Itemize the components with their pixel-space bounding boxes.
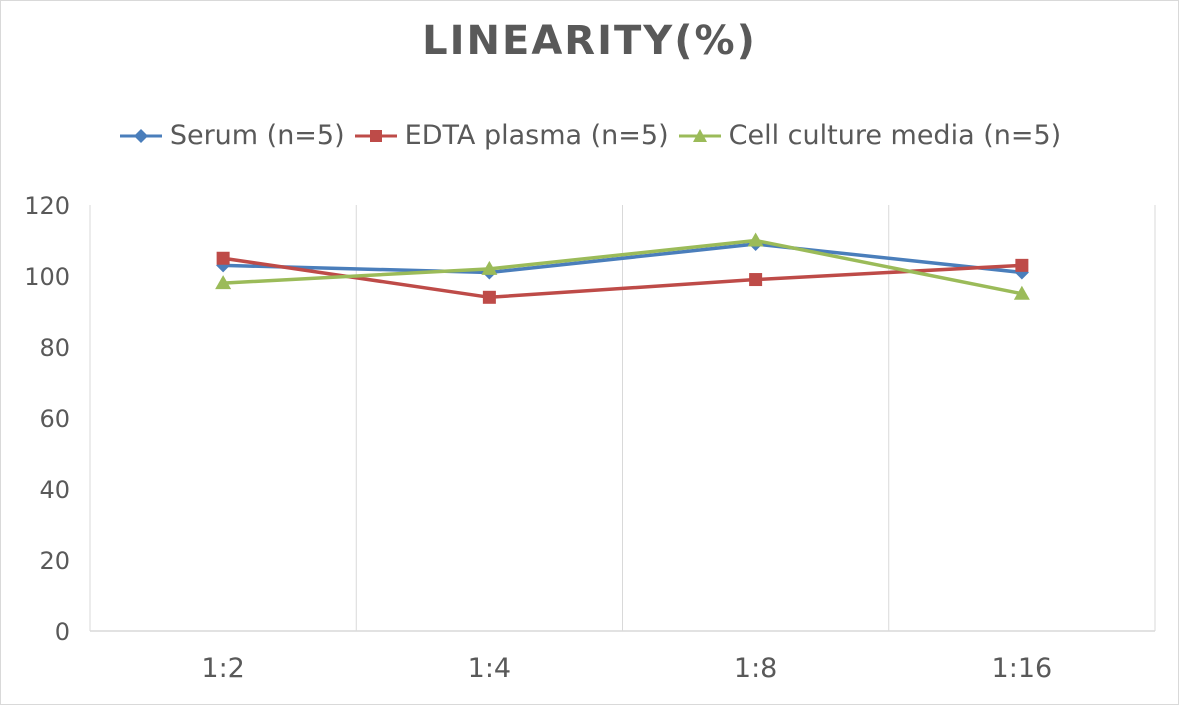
data-point: [216, 251, 230, 265]
series-line: [222, 256, 1022, 300]
data-point: [1015, 258, 1029, 272]
legend: Serum (n=5) EDTA plasma (n=5) Cell cultu…: [0, 120, 1179, 151]
data-point: [482, 290, 496, 304]
legend-marker-edta-plasma: [354, 129, 397, 142]
series-line: [223, 242, 1023, 275]
y-tick-label: 0: [55, 618, 70, 646]
x-tick-label: 1:4: [468, 653, 511, 684]
legend-marker-serum: [119, 128, 162, 143]
legend-item-edta-plasma: EDTA plasma (n=5): [353, 120, 669, 151]
legend-item-serum: Serum (n=5): [118, 120, 345, 151]
y-tick-label: 20: [39, 547, 70, 575]
data-point: [747, 232, 764, 247]
chart-title: LINEARITY(%): [422, 18, 757, 64]
x-tick-label: 1:16: [992, 653, 1053, 684]
data-point: [1013, 285, 1030, 300]
x-tick-label: 1:8: [734, 653, 777, 684]
y-tick-label: 120: [24, 192, 70, 220]
legend-label-cell-culture-media: Cell culture media (n=5): [728, 120, 1062, 151]
data-point: [749, 273, 763, 287]
y-tick-label: 40: [39, 476, 70, 504]
legend-label-serum: Serum (n=5): [169, 120, 345, 151]
y-tick-label: 100: [24, 263, 70, 291]
legend-item-cell-culture-media: Cell culture media (n=5): [677, 120, 1062, 151]
legend-label-edta-plasma: EDTA plasma (n=5): [404, 120, 669, 151]
y-tick-label: 60: [39, 405, 70, 433]
data-point: [481, 260, 498, 275]
x-tick-label: 1:2: [201, 653, 244, 684]
data-point: [215, 275, 232, 290]
series-line: [223, 238, 1023, 296]
legend-marker-cell-culture-media: [678, 128, 721, 142]
y-tick-label: 80: [39, 334, 70, 362]
